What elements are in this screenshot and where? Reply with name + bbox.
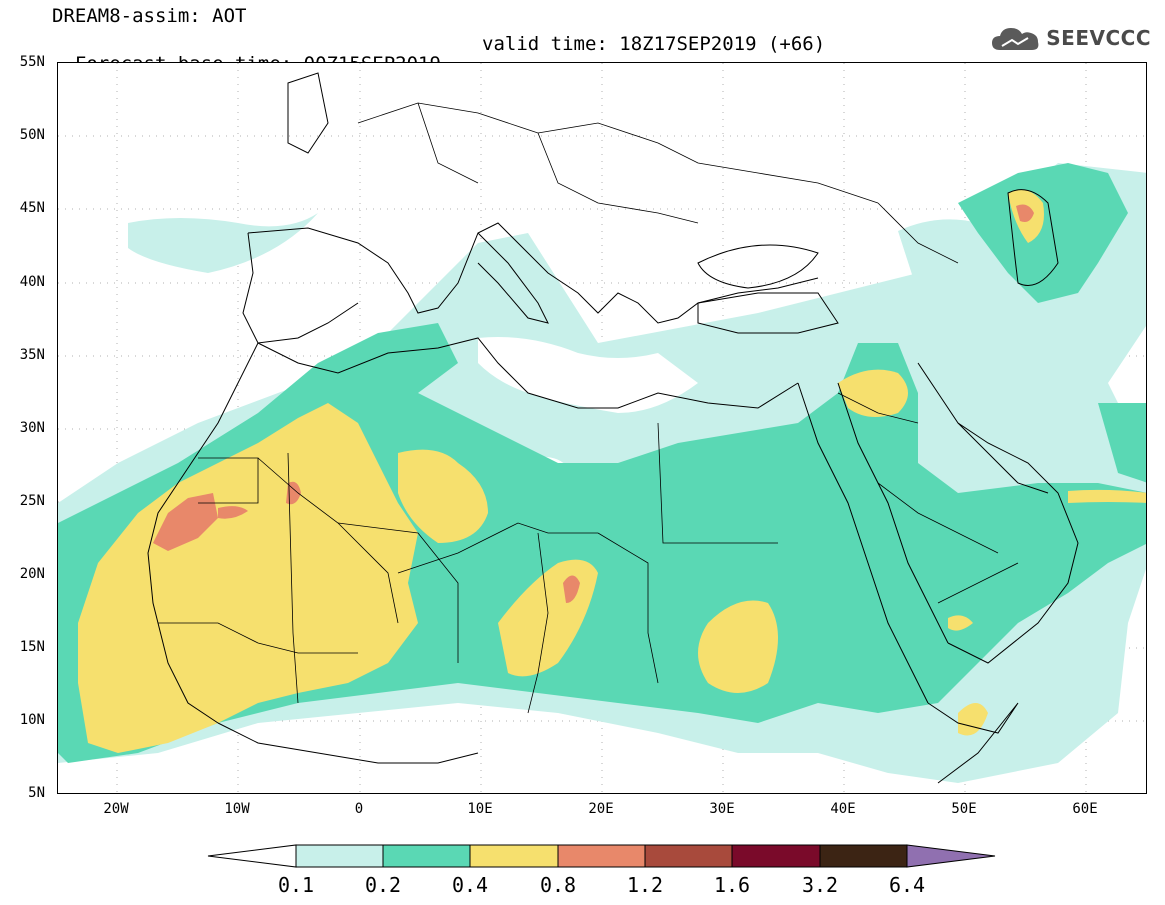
colorbar-bin-1.2: [644, 844, 733, 868]
lon-label-10w: 10W: [224, 801, 250, 817]
lon-label-40e: 40E: [830, 801, 856, 817]
colorbar-label-3.2: 3.2: [801, 873, 839, 897]
lat-label-10n: 10N: [19, 712, 45, 728]
colorbar-bin-0.2: [382, 844, 471, 868]
lat-label-15n: 15N: [19, 639, 45, 655]
map-panel: [57, 62, 1147, 794]
colorbar-label-0.1: 0.1: [277, 873, 315, 897]
lon-label-0: 0: [354, 801, 364, 817]
colorbar-bin-3.2: [819, 844, 908, 868]
colorbar-bin-0.8: [557, 844, 646, 868]
colorbar-bin-0.4: [469, 844, 559, 868]
aot-level-0.8: [153, 204, 1034, 603]
lat-label-20n: 20N: [19, 566, 45, 582]
lat-label-30n: 30N: [19, 420, 45, 436]
colorbar-label-1.6: 1.6: [713, 873, 751, 897]
colorbar-label-0.2: 0.2: [364, 873, 402, 897]
coastlines: [147, 72, 1079, 784]
lon-label-30e: 30E: [709, 801, 735, 817]
colorbar-label-0.4: 0.4: [451, 873, 489, 897]
colorbar-label-1.2: 1.2: [626, 873, 664, 897]
seevccc-logo: SEEVCCC: [990, 18, 1151, 58]
valid-time-label: valid time: 18Z17SEP2019 (+66): [482, 33, 826, 55]
lon-label-60e: 60E: [1072, 801, 1098, 817]
map-title: DREAM8-assim: AOT: [52, 5, 247, 27]
lat-label-50n: 50N: [19, 127, 45, 143]
aot-level-0.4: [78, 189, 1146, 753]
lat-label-40n: 40N: [19, 274, 45, 290]
lat-label-25n: 25N: [19, 493, 45, 509]
lat-label-45n: 45N: [19, 200, 45, 216]
colorbar-label-0.8: 0.8: [539, 873, 577, 897]
lat-label-5n: 5N: [28, 785, 45, 801]
colorbar-min-triangle: [207, 844, 297, 868]
lat-label-55n: 55N: [19, 54, 45, 70]
lat-label-35n: 35N: [19, 347, 45, 363]
aot-map: [58, 63, 1146, 793]
lon-label-20w: 20W: [103, 801, 129, 817]
country-borders: [158, 102, 1019, 714]
lon-label-10e: 10E: [467, 801, 493, 817]
logo-text: SEEVCCC: [1046, 26, 1151, 50]
colorbar-bin-1.6: [731, 844, 821, 868]
cloud-icon: [992, 28, 1039, 50]
colorbar-max-triangle: [906, 844, 996, 868]
lon-label-50e: 50E: [951, 801, 977, 817]
colorbar-bin-0.1: [295, 844, 384, 868]
lon-label-20e: 20E: [588, 801, 614, 817]
colorbar-label-6.4: 6.4: [888, 873, 926, 897]
